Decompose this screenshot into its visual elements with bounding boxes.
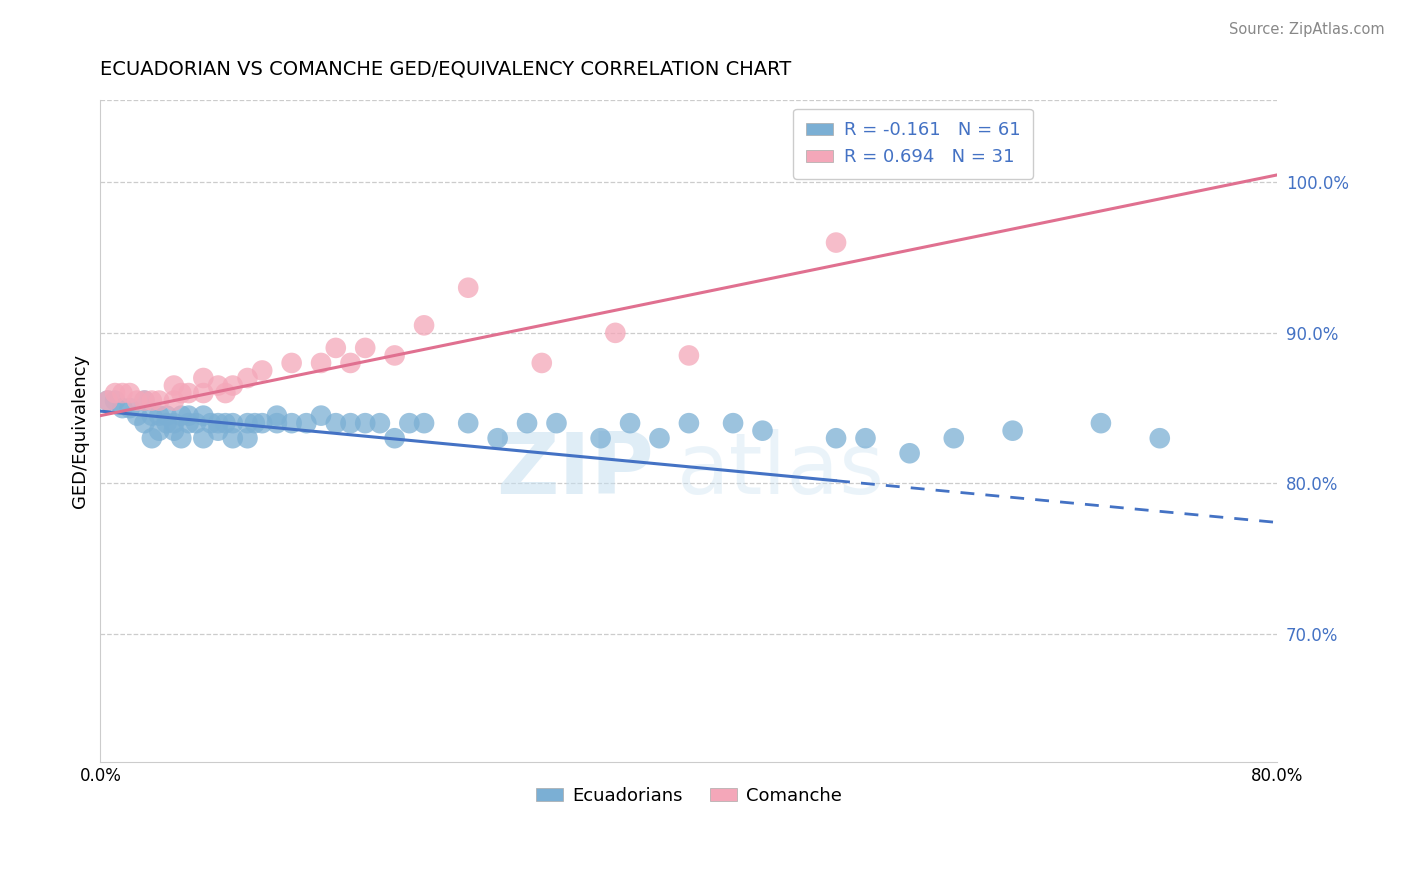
Point bbox=[266, 409, 288, 423]
Point bbox=[97, 393, 120, 408]
Point bbox=[177, 386, 200, 401]
Point bbox=[236, 371, 259, 385]
Point bbox=[398, 416, 420, 430]
Point bbox=[825, 431, 848, 445]
Point bbox=[751, 424, 773, 438]
Point bbox=[721, 416, 744, 430]
Point bbox=[177, 416, 200, 430]
Point bbox=[170, 386, 193, 401]
Point bbox=[516, 416, 538, 430]
Point bbox=[104, 386, 127, 401]
Point bbox=[207, 416, 229, 430]
Point bbox=[855, 431, 877, 445]
Point bbox=[155, 409, 177, 423]
Point bbox=[413, 318, 436, 333]
Point bbox=[486, 431, 509, 445]
Point bbox=[1001, 424, 1024, 438]
Point bbox=[236, 431, 259, 445]
Point bbox=[457, 416, 479, 430]
Point bbox=[134, 393, 156, 408]
Point bbox=[193, 409, 215, 423]
Point bbox=[678, 416, 700, 430]
Point bbox=[170, 409, 193, 423]
Point bbox=[589, 431, 612, 445]
Point bbox=[1090, 416, 1112, 430]
Point bbox=[309, 409, 332, 423]
Point bbox=[155, 416, 177, 430]
Point bbox=[170, 431, 193, 445]
Point bbox=[295, 416, 318, 430]
Point bbox=[193, 431, 215, 445]
Point bbox=[280, 356, 302, 370]
Point bbox=[193, 386, 215, 401]
Point bbox=[354, 341, 377, 355]
Point bbox=[1149, 431, 1171, 445]
Point bbox=[127, 393, 149, 408]
Point bbox=[134, 416, 156, 430]
Point bbox=[200, 416, 222, 430]
Point bbox=[97, 393, 120, 408]
Point bbox=[177, 409, 200, 423]
Point bbox=[118, 401, 141, 416]
Point bbox=[413, 416, 436, 430]
Point bbox=[163, 424, 186, 438]
Point bbox=[184, 416, 207, 430]
Point bbox=[309, 356, 332, 370]
Point bbox=[127, 409, 149, 423]
Point bbox=[141, 393, 163, 408]
Point bbox=[111, 386, 134, 401]
Point bbox=[236, 416, 259, 430]
Point bbox=[325, 416, 347, 430]
Point bbox=[163, 393, 186, 408]
Point bbox=[104, 393, 127, 408]
Point bbox=[280, 416, 302, 430]
Point bbox=[250, 416, 273, 430]
Point bbox=[134, 393, 156, 408]
Point bbox=[243, 416, 266, 430]
Point bbox=[942, 431, 965, 445]
Text: ECUADORIAN VS COMANCHE GED/EQUIVALENCY CORRELATION CHART: ECUADORIAN VS COMANCHE GED/EQUIVALENCY C… bbox=[100, 60, 792, 78]
Point bbox=[530, 356, 553, 370]
Point bbox=[214, 416, 236, 430]
Point bbox=[605, 326, 627, 340]
Point bbox=[384, 431, 406, 445]
Point bbox=[339, 356, 361, 370]
Point bbox=[339, 416, 361, 430]
Point bbox=[250, 363, 273, 377]
Point bbox=[163, 378, 186, 392]
Point bbox=[678, 348, 700, 362]
Point bbox=[207, 378, 229, 392]
Text: atlas: atlas bbox=[678, 429, 886, 512]
Point bbox=[141, 409, 163, 423]
Point bbox=[207, 424, 229, 438]
Point bbox=[898, 446, 921, 460]
Point bbox=[148, 393, 170, 408]
Point bbox=[368, 416, 391, 430]
Point bbox=[384, 348, 406, 362]
Point bbox=[619, 416, 641, 430]
Point bbox=[193, 371, 215, 385]
Point bbox=[546, 416, 568, 430]
Point bbox=[222, 378, 245, 392]
Text: Source: ZipAtlas.com: Source: ZipAtlas.com bbox=[1229, 22, 1385, 37]
Point bbox=[222, 416, 245, 430]
Legend: Ecuadorians, Comanche: Ecuadorians, Comanche bbox=[529, 780, 849, 813]
Point bbox=[141, 431, 163, 445]
Point bbox=[457, 281, 479, 295]
Point bbox=[648, 431, 671, 445]
Point bbox=[266, 416, 288, 430]
Point bbox=[111, 401, 134, 416]
Y-axis label: GED/Equivalency: GED/Equivalency bbox=[72, 353, 89, 508]
Point bbox=[148, 409, 170, 423]
Point bbox=[354, 416, 377, 430]
Text: ZIP: ZIP bbox=[496, 429, 654, 512]
Point bbox=[163, 416, 186, 430]
Point bbox=[222, 431, 245, 445]
Point bbox=[214, 386, 236, 401]
Point bbox=[118, 386, 141, 401]
Point bbox=[825, 235, 848, 250]
Point bbox=[325, 341, 347, 355]
Point bbox=[148, 424, 170, 438]
